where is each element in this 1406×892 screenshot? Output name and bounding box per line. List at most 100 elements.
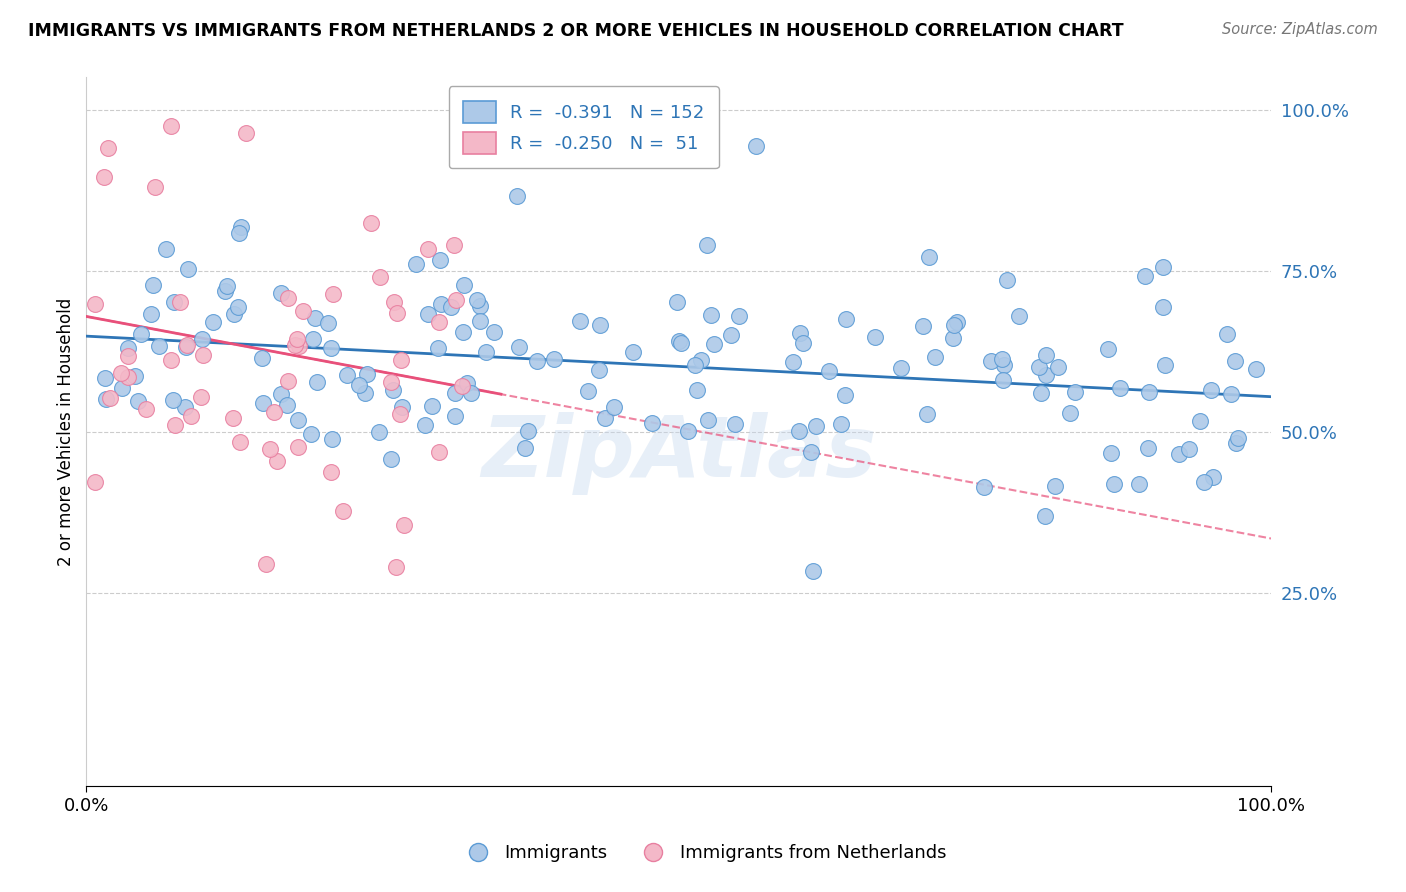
Point: [568, 314, 591, 328]
Point: [671, 336, 693, 351]
Point: [288, 339, 311, 353]
Point: [427, 315, 450, 329]
Point: [468, 299, 491, 313]
Point: [1102, 476, 1125, 491]
Point: [804, 418, 827, 433]
Point: [830, 417, 852, 432]
Point: [155, 242, 177, 256]
Point: [1008, 310, 1031, 324]
Text: IMMIGRANTS VS IMMIGRANTS FROM NETHERLANDS 2 OR MORE VEHICLES IN HOUSEHOLD CORREL: IMMIGRANTS VS IMMIGRANTS FROM NETHERLAND…: [28, 22, 1123, 40]
Point: [380, 452, 402, 467]
Point: [516, 424, 538, 438]
Point: [1225, 353, 1247, 368]
Point: [460, 386, 482, 401]
Point: [1046, 359, 1069, 374]
Point: [368, 425, 391, 440]
Point: [141, 308, 163, 322]
Point: [305, 375, 328, 389]
Point: [468, 314, 491, 328]
Point: [505, 189, 527, 203]
Point: [576, 384, 599, 398]
Point: [321, 433, 343, 447]
Point: [174, 401, 197, 415]
Point: [117, 350, 139, 364]
Legend: R =  -0.391   N = 152, R =  -0.250   N =  51: R = -0.391 N = 152, R = -0.250 N = 51: [449, 87, 718, 169]
Point: [263, 405, 285, 419]
Point: [405, 257, 427, 271]
Point: [93, 370, 115, 384]
Point: [160, 120, 183, 134]
Point: [176, 338, 198, 352]
Point: [513, 441, 536, 455]
Point: [413, 417, 436, 432]
Point: [1059, 406, 1081, 420]
Point: [222, 307, 245, 321]
Point: [142, 277, 165, 292]
Point: [690, 352, 713, 367]
Point: [683, 359, 706, 373]
Point: [97, 141, 120, 155]
Point: [228, 300, 250, 314]
Point: [162, 393, 184, 408]
Point: [1033, 508, 1056, 523]
Point: [475, 344, 498, 359]
Point: [389, 407, 412, 421]
Point: [666, 294, 689, 309]
Point: [942, 331, 965, 345]
Point: [451, 379, 474, 393]
Point: [321, 341, 343, 355]
Legend: Immigrants, Immigrants from Netherlands: Immigrants, Immigrants from Netherlands: [453, 838, 953, 870]
Point: [254, 557, 277, 571]
Point: [1128, 477, 1150, 491]
Point: [1035, 348, 1057, 362]
Point: [321, 465, 343, 479]
Point: [1202, 470, 1225, 484]
Point: [322, 287, 344, 301]
Point: [621, 345, 644, 359]
Point: [465, 293, 488, 307]
Point: [451, 326, 474, 340]
Point: [1153, 301, 1175, 315]
Point: [703, 336, 725, 351]
Point: [332, 504, 354, 518]
Point: [890, 360, 912, 375]
Point: [668, 334, 690, 348]
Point: [697, 413, 720, 427]
Point: [382, 384, 405, 398]
Point: [915, 407, 938, 421]
Point: [911, 318, 934, 333]
Point: [792, 336, 814, 351]
Point: [865, 329, 887, 343]
Point: [302, 332, 325, 346]
Point: [214, 284, 236, 298]
Point: [222, 411, 245, 425]
Point: [217, 278, 239, 293]
Point: [277, 291, 299, 305]
Point: [380, 375, 402, 389]
Point: [834, 388, 856, 402]
Point: [444, 386, 467, 401]
Point: [918, 251, 941, 265]
Point: [111, 380, 134, 394]
Point: [801, 564, 824, 578]
Point: [427, 341, 450, 355]
Point: [1199, 383, 1222, 397]
Point: [444, 293, 467, 307]
Point: [356, 368, 378, 382]
Point: [1136, 441, 1159, 455]
Point: [259, 442, 281, 456]
Point: [720, 328, 742, 343]
Point: [789, 424, 811, 438]
Point: [83, 297, 105, 311]
Point: [180, 409, 202, 424]
Point: [191, 332, 214, 346]
Point: [420, 399, 443, 413]
Point: [526, 354, 548, 368]
Point: [588, 318, 610, 332]
Point: [163, 418, 186, 433]
Point: [229, 434, 252, 449]
Point: [316, 317, 339, 331]
Point: [789, 326, 811, 341]
Point: [700, 308, 723, 322]
Point: [252, 395, 274, 409]
